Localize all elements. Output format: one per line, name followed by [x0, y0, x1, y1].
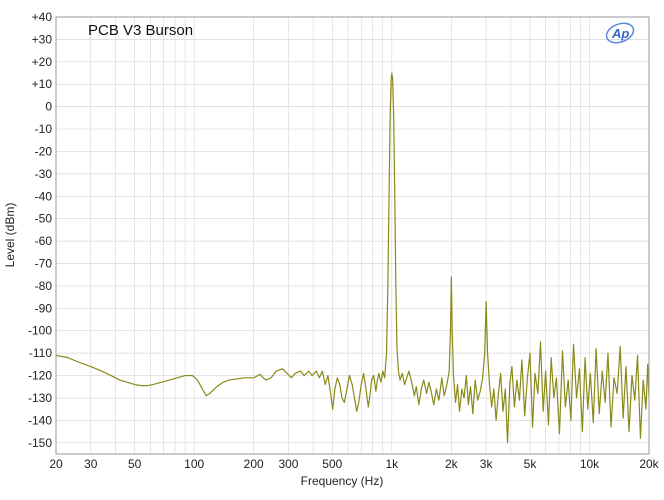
y-tick-label: -10	[35, 122, 53, 136]
y-tick-label: -100	[28, 324, 52, 338]
y-tick-label: -90	[35, 301, 53, 315]
chart-title: PCB V3 Burson	[88, 22, 193, 39]
y-tick-label: +40	[32, 10, 53, 24]
y-tick-label: -140	[28, 413, 52, 427]
x-tick-label: 1k	[385, 457, 399, 471]
y-tick-label: -20	[35, 144, 53, 158]
series-layer	[56, 72, 649, 444]
y-axis-ticks: +40 +30 +20 +10 0 -10 -20 -30 -40 -50 -60 -70 -80 -90…	[28, 10, 52, 450]
y-tick-label: 0	[45, 100, 52, 114]
ap-logo-text: Ap	[611, 26, 629, 41]
x-tick-label: 2k	[445, 457, 459, 471]
x-tick-label: 100	[184, 457, 204, 471]
y-tick-label: -130	[28, 391, 52, 405]
y-tick-label: -120	[28, 369, 52, 383]
x-tick-label: 20k	[639, 457, 659, 471]
x-tick-label: 20	[49, 457, 63, 471]
y-tick-label: -150	[28, 436, 52, 450]
x-tick-label: 300	[278, 457, 298, 471]
y-tick-label: -50	[35, 212, 53, 226]
y-tick-label: +20	[32, 55, 53, 69]
x-tick-label: 200	[244, 457, 264, 471]
x-tick-label: 30	[84, 457, 98, 471]
x-tick-label: 500	[322, 457, 342, 471]
y-tick-label: -40	[35, 189, 53, 203]
x-axis-ticks: 20 30 50 100 200 300 500 1k 2k 3k 5k 10k 20k	[49, 457, 659, 471]
x-tick-label: 3k	[480, 457, 494, 471]
x-tick-label: 50	[128, 457, 142, 471]
x-tick-label: 10k	[580, 457, 600, 471]
y-tick-label: +10	[32, 77, 53, 91]
major-gridlines	[56, 16, 649, 444]
y-tick-label: -110	[29, 346, 52, 360]
y-axis-label: Level (dBm)	[3, 203, 17, 268]
x-tick-label: 5k	[524, 457, 538, 471]
y-tick-label: -30	[35, 167, 53, 181]
y-tick-label: -60	[35, 234, 53, 248]
plot-border	[55, 16, 650, 455]
y-tick-label: -70	[35, 257, 53, 271]
ap-logo-swoosh	[605, 22, 635, 44]
y-tick-label: +30	[32, 32, 53, 46]
y-tick-label: -80	[35, 279, 53, 293]
ap-logo: Ap	[605, 22, 635, 44]
x-axis-label: Frequency (Hz)	[301, 474, 384, 488]
spectrum-trace	[56, 72, 649, 444]
